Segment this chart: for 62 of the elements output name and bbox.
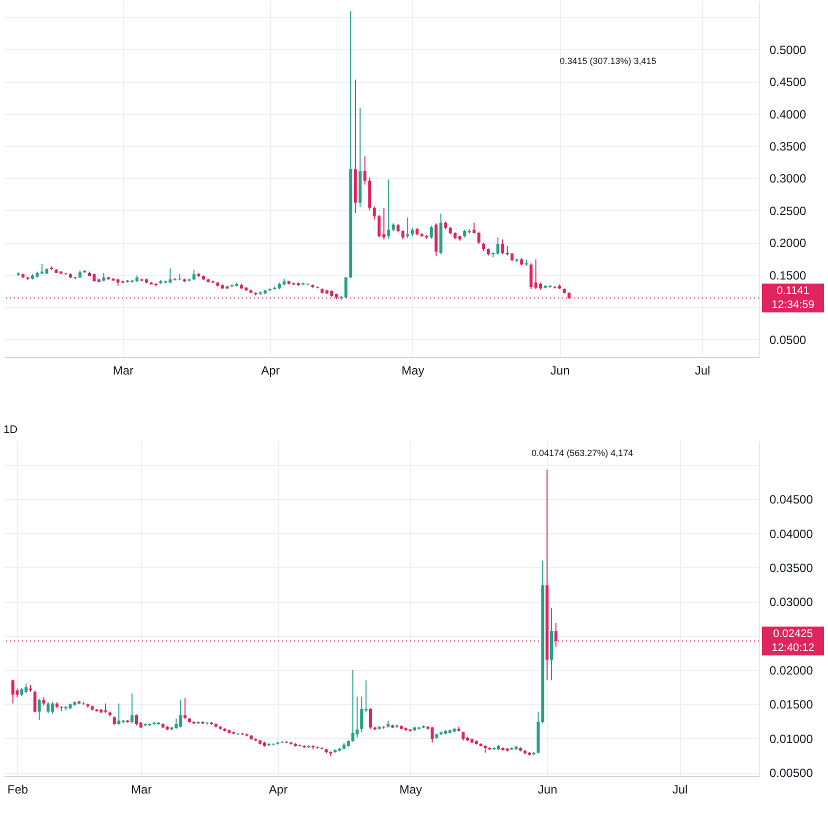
x-tick-label: Jun: [538, 782, 558, 796]
x-tick-label: Apr: [261, 364, 280, 378]
y-tick-label: 0.00500: [770, 766, 814, 780]
candlestick: [38, 698, 41, 720]
y-tick-label: 0.3000: [770, 172, 807, 186]
candlestick: [430, 726, 434, 743]
y-tick-label: 0.01500: [770, 698, 814, 712]
candlestick: [378, 214, 381, 238]
candlestick: [530, 262, 533, 290]
candlestick: [184, 698, 187, 720]
x-tick-label: Feb: [7, 782, 28, 796]
candlestick: [360, 696, 364, 733]
candlestick: [496, 236, 500, 256]
candlestick: [382, 207, 386, 240]
candlestick: [130, 692, 134, 724]
candlestick: [33, 690, 36, 713]
candlestick: [368, 708, 372, 730]
y-tick-label: 0.02000: [770, 664, 814, 678]
x-tick-label: Mar: [131, 782, 152, 796]
y-tick-label: 0.3500: [770, 139, 807, 154]
candlestick: [501, 238, 504, 255]
y-tick-label: 0.1500: [770, 268, 807, 282]
candlestick: [192, 269, 196, 280]
chart-title: 1D: [4, 424, 18, 436]
y-tick-label: 0.04000: [770, 526, 814, 541]
candlestick: [372, 206, 376, 220]
candlestick: [387, 178, 390, 240]
candlestick: [356, 696, 359, 738]
candlestick: [344, 276, 348, 299]
ref-line-label: 0.02425: [773, 628, 813, 640]
y-tick-label: 0.0500: [770, 332, 807, 347]
y-tick-label: 0.2000: [770, 236, 807, 250]
x-tick-label: Apr: [268, 782, 288, 796]
candlestick: [401, 230, 404, 240]
candlestick: [363, 156, 366, 186]
candlestick: [430, 225, 433, 240]
text: 12:34:59: [772, 298, 814, 311]
y-tick-label: 0.2500: [770, 204, 807, 218]
text: 12:40:12: [772, 642, 814, 654]
x-tick-label: Jul: [672, 782, 688, 796]
x-tick-label: Mar: [112, 364, 134, 378]
candlestick: [117, 703, 120, 726]
candlestick: [46, 702, 50, 714]
y-tick-label: 0.4000: [770, 107, 807, 122]
x-tick-label: Jun: [550, 364, 570, 378]
candlestick: [351, 670, 354, 742]
candlestick: [477, 231, 480, 244]
y-tick-label: 0.04500: [770, 492, 814, 507]
candlestick: [174, 718, 178, 730]
annotation: 0.3415 (307.13%) 3,415: [560, 56, 656, 66]
candlestick: [11, 679, 14, 704]
y-tick-label: 0.4500: [770, 75, 807, 90]
x-tick-label: May: [402, 364, 424, 378]
x-tick-label: Jul: [694, 364, 710, 378]
ref-line-label: 0.1141: [776, 284, 810, 297]
x-tick-label: May: [399, 782, 422, 796]
y-tick-label: 0.03000: [770, 595, 814, 610]
candlestick: [472, 222, 476, 234]
y-tick-label: 0.03500: [770, 560, 814, 575]
y-tick-label: 0.5000: [770, 42, 807, 57]
y-tick-label: 0.01000: [770, 732, 814, 746]
annotation: 0.04174 (563.27%) 4,174: [532, 448, 634, 458]
